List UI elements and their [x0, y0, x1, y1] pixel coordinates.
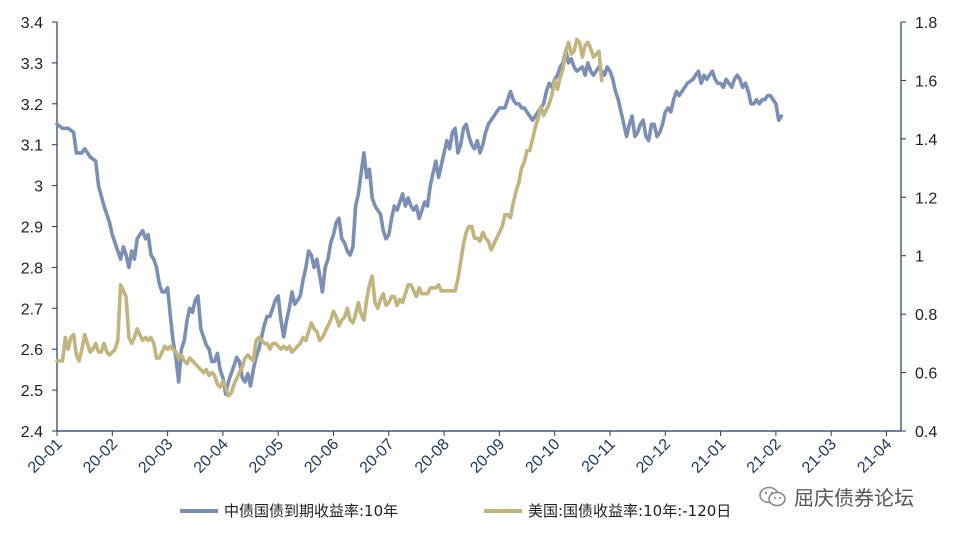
- x-axis-tick-label: 20-08: [412, 436, 453, 477]
- x-axis-tick-label: 20-11: [579, 436, 619, 476]
- series-lines: [55, 37, 784, 398]
- left-axis-tick-label: 3.1: [21, 138, 43, 155]
- x-axis-tick-label: 20-12: [633, 436, 674, 477]
- left-axis-tick-label: 3.3: [21, 56, 43, 73]
- left-axis-tick-label: 2.9: [21, 220, 43, 237]
- right-axis-tick-label: 1.8: [915, 15, 937, 32]
- x-axis-tick-label: 20-05: [246, 436, 287, 477]
- legend-item-us-bond: 美国:国债收益率:10年:-120日: [484, 500, 731, 521]
- x-axis-tick-label: 20-09: [467, 436, 508, 477]
- right-axis-tick-label: 0.6: [915, 366, 937, 383]
- right-axis-tick-label: 1.2: [915, 190, 937, 207]
- watermark: 屈庆债券论坛: [758, 482, 914, 511]
- right-axis-tick-label: 0.8: [915, 307, 937, 324]
- x-axis-tick-label: 20-02: [80, 436, 121, 477]
- right-axis-tick-label: 0.4: [915, 424, 937, 441]
- x-axis-tick-label: 20-07: [357, 436, 398, 477]
- right-axis-tick-label: 1.6: [915, 73, 937, 90]
- right-axis-ticks: 0.4 0.6 0.8 1 1.2 1.4 1.6 1.8: [901, 15, 937, 441]
- left-axis-tick-label: 3: [34, 179, 43, 196]
- x-axis-tick-label: 20-10: [523, 436, 564, 477]
- x-axis-ticks: 20-01 20-02 20-03 20-04 20-05 20-06 20-07 20-08…: [25, 431, 895, 477]
- series-line-us-bond: [55, 37, 604, 398]
- left-axis-tick-label: 2.6: [21, 342, 43, 359]
- legend-item-cn-bond: 中债国债到期收益率:10年: [180, 500, 398, 521]
- left-axis-tick-label: 2.5: [21, 383, 43, 400]
- legend-swatch-us-bond: [484, 508, 522, 513]
- x-axis-tick-label: 21-03: [799, 436, 840, 477]
- legend-swatch-cn-bond: [180, 508, 218, 513]
- left-axis-tick-label: 3.4: [21, 15, 43, 32]
- x-axis-tick-label: 21-02: [744, 436, 785, 477]
- left-axis-ticks: 2.4 2.5 2.6 2.7 2.8 2.9 3 3.1 3.2 3.3 3.4: [21, 15, 57, 441]
- legend-label-us-bond: 美国:国债收益率:10年:-120日: [528, 502, 732, 520]
- left-axis-tick-label: 2.7: [21, 301, 43, 318]
- x-axis-tick-label: 20-04: [191, 436, 232, 477]
- watermark-text: 屈庆债券论坛: [794, 486, 914, 510]
- wechat-icon: [759, 486, 786, 506]
- x-axis-tick-label: 21-04: [854, 436, 895, 477]
- x-axis-tick-label: 20-06: [301, 436, 342, 477]
- series-line-cn-bond: [55, 48, 784, 396]
- right-axis-tick-label: 1.4: [915, 132, 937, 149]
- right-axis-tick-label: 1: [915, 249, 924, 266]
- x-axis-tick-label: 20-01: [25, 436, 66, 477]
- legend-label-cn-bond: 中债国债到期收益率:10年: [224, 502, 399, 520]
- x-axis-tick-label: 20-03: [135, 436, 176, 477]
- left-axis-tick-label: 2.4: [21, 424, 43, 441]
- x-axis-tick-label: 21-01: [688, 436, 729, 477]
- left-axis-tick-label: 2.8: [21, 260, 43, 277]
- left-axis-tick-label: 3.2: [21, 97, 43, 114]
